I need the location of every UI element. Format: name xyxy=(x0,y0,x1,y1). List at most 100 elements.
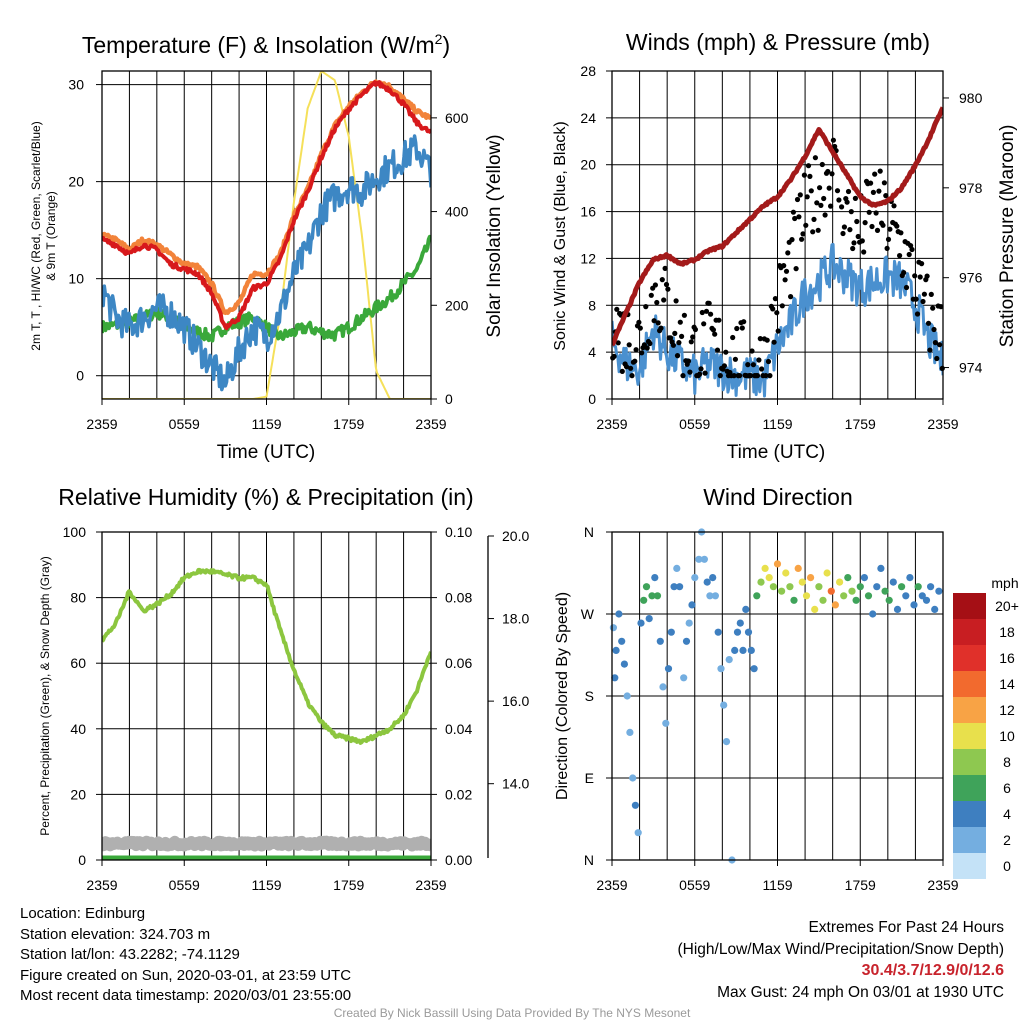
humidity-panel: Relative Humidity (%) & Precipitation (i… xyxy=(38,484,529,893)
y-tick-label: E xyxy=(585,770,594,786)
gust-point xyxy=(665,286,671,292)
gust-point xyxy=(931,326,937,333)
direction-point xyxy=(711,592,720,600)
speed-legend: 20+ 18 16 14 12 10 8 6 4 2 0 xyxy=(953,593,1019,879)
gust-point xyxy=(894,223,900,229)
gust-point xyxy=(663,281,670,288)
gust-point xyxy=(848,209,854,215)
gust-point xyxy=(626,342,632,348)
y-tick-label: 20 xyxy=(580,157,596,173)
legend-swatch xyxy=(953,619,986,645)
station-location: Location: Edinburg xyxy=(20,905,146,922)
gust-point xyxy=(763,373,769,379)
y-tick-label: S xyxy=(585,688,594,704)
gust-point xyxy=(797,192,803,198)
gust-point xyxy=(659,277,665,283)
gust-point xyxy=(839,204,845,210)
direction-point xyxy=(609,624,618,632)
direction-point xyxy=(893,605,902,614)
y-tick-label: 80 xyxy=(70,590,86,606)
y2-tick-label: 400 xyxy=(445,204,469,220)
gust-point xyxy=(792,215,798,222)
direction-point xyxy=(648,592,656,600)
sonic-wind-line xyxy=(612,242,943,398)
direction-point xyxy=(651,574,659,582)
gust-point xyxy=(887,226,893,232)
direction-point xyxy=(700,555,709,563)
legend-swatch xyxy=(953,801,986,827)
gust-point xyxy=(708,311,714,317)
direction-point xyxy=(753,592,761,600)
gust-point xyxy=(826,185,832,191)
direction-point xyxy=(885,596,893,604)
pressure-line xyxy=(612,106,943,347)
x-tick-label: 1159 xyxy=(762,877,792,893)
direction-point xyxy=(931,605,939,614)
gust-point xyxy=(840,230,846,237)
gust-point xyxy=(754,373,761,379)
direction-point xyxy=(680,674,688,682)
gust-point xyxy=(834,188,841,194)
y-tick-label: 30 xyxy=(68,77,84,93)
direction-point xyxy=(659,683,667,691)
legend-swatch xyxy=(953,671,986,697)
gust-point xyxy=(639,350,645,356)
gust-point xyxy=(647,340,653,347)
legend-label: 4 xyxy=(1003,806,1011,822)
direction-point xyxy=(739,646,747,655)
gust-point xyxy=(767,373,773,379)
gust-point xyxy=(785,250,791,256)
gust-point xyxy=(668,335,674,341)
x-tick-label: 1159 xyxy=(251,416,281,432)
gust-point xyxy=(685,358,692,364)
legend-label: 18 xyxy=(999,624,1015,640)
gust-point xyxy=(652,282,659,288)
direction-point xyxy=(656,637,664,645)
gust-point xyxy=(921,291,928,297)
gust-point xyxy=(783,268,790,274)
direction-point xyxy=(811,605,819,614)
gust-point xyxy=(677,319,683,325)
direction-point xyxy=(747,646,755,655)
winds-y2label: Station Pressure (Maroon) xyxy=(997,125,1018,348)
station-info: Location: Edinburg Station elevation: 32… xyxy=(20,904,351,1007)
direction-point xyxy=(676,583,684,591)
direction-point xyxy=(927,583,935,591)
y2-tick-label: 0.06 xyxy=(445,655,472,671)
gust-point xyxy=(661,297,667,303)
direction-point xyxy=(802,592,811,600)
gust-point xyxy=(632,358,638,364)
direction-point xyxy=(626,728,634,737)
direction-point xyxy=(864,592,873,600)
gust-point xyxy=(770,306,776,312)
x-tick-label: 0559 xyxy=(679,416,710,432)
gust-point xyxy=(692,326,699,333)
plot-border xyxy=(101,70,432,400)
gust-point xyxy=(706,300,712,306)
direction-point xyxy=(881,587,889,595)
gust-point xyxy=(633,347,639,353)
x-tick-label: 1159 xyxy=(251,877,281,893)
gust-point xyxy=(909,246,915,253)
y2-tick-label: 974 xyxy=(959,360,983,376)
gust-point xyxy=(924,273,930,279)
direction-point xyxy=(623,692,631,700)
direction-point xyxy=(935,587,943,595)
gust-point xyxy=(880,222,886,228)
direction-point xyxy=(836,578,844,586)
gust-point xyxy=(919,261,925,267)
gust-point xyxy=(793,266,799,272)
gust-point xyxy=(628,365,634,371)
y3-tick-label: 18.0 xyxy=(502,611,529,627)
direction-point xyxy=(725,656,733,664)
gust-point xyxy=(845,188,852,195)
gust-point xyxy=(701,321,707,327)
y-tick-label: 20 xyxy=(70,786,86,802)
gust-point xyxy=(869,223,875,230)
gust-point xyxy=(774,310,780,316)
y-tick-label: 0 xyxy=(588,391,596,407)
legend-swatch xyxy=(953,775,986,801)
gust-point xyxy=(676,340,682,346)
gust-point xyxy=(808,188,814,194)
legend-swatch xyxy=(953,645,986,671)
